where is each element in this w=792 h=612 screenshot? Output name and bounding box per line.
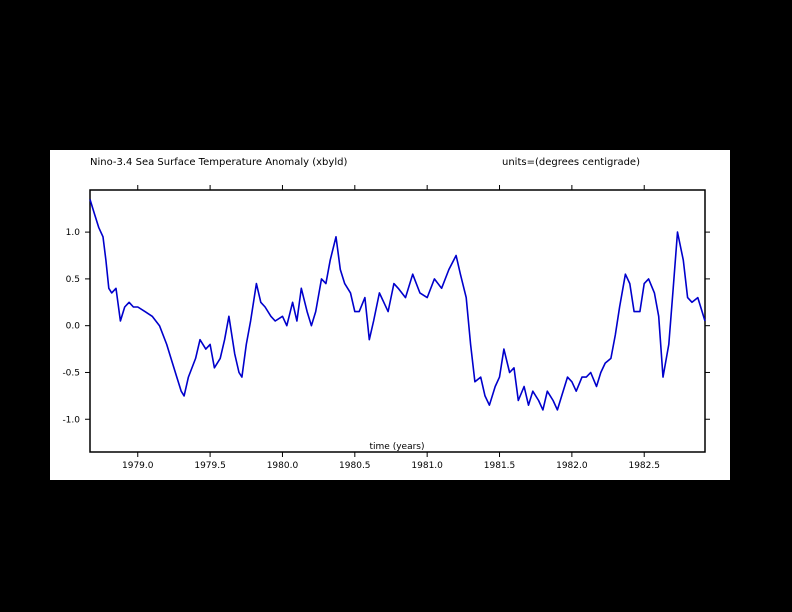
x-tick-label: 1982.0 <box>556 461 588 471</box>
x-tick-label: 1981.5 <box>484 461 516 471</box>
x-tick-label: 1981.0 <box>411 461 443 471</box>
y-tick-label: 1.0 <box>66 228 81 238</box>
x-tick-label: 1982.5 <box>628 461 660 471</box>
x-tick-label: 1980.5 <box>339 461 371 471</box>
y-tick-label: 0.5 <box>66 275 80 285</box>
y-tick-label: -0.5 <box>62 368 80 378</box>
x-axis-label: time (years) <box>370 442 425 452</box>
x-tick-label: 1980.0 <box>267 461 299 471</box>
y-tick-label: 0.0 <box>66 322 81 332</box>
chart-title: Nino-3.4 Sea Surface Temperature Anomaly… <box>90 157 348 168</box>
chart-units: units=(degrees centigrade) <box>502 157 640 168</box>
x-tick-label: 1979.0 <box>122 461 154 471</box>
plot-frame <box>89 189 706 453</box>
series-line <box>89 199 706 411</box>
x-tick-label: 1979.5 <box>194 461 226 471</box>
chart-panel: Nino-3.4 Sea Surface Temperature Anomaly… <box>50 150 730 480</box>
y-tick-label: -1.0 <box>62 415 80 425</box>
chart-plot: 1979.0 1979.5 1980.0 1980.5 1981.0 1981.5 1982… <box>62 185 710 471</box>
